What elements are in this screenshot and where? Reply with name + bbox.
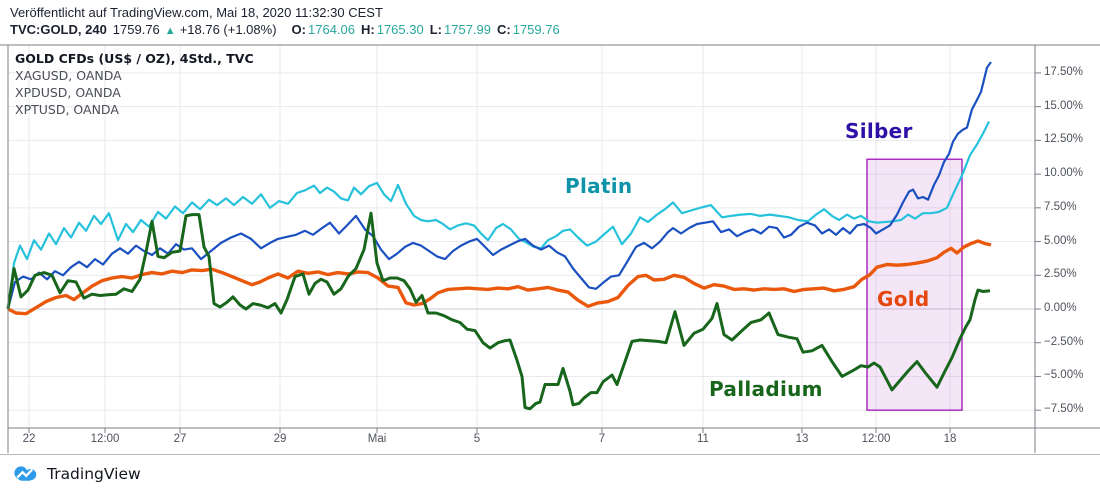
- price-axis-label: −5.00%: [1044, 369, 1084, 382]
- time-axis-label: 12:00: [861, 433, 891, 445]
- price-axis-label: 10.00%: [1044, 167, 1084, 180]
- legend-item-xptusd[interactable]: XPTUSD, OANDA: [15, 102, 119, 117]
- series-label-silber: Silber: [845, 119, 913, 143]
- price-axis-label: −7.50%: [1044, 403, 1084, 416]
- series-label-platin: Platin: [565, 174, 633, 198]
- high-label: H:: [361, 22, 375, 37]
- low-label: L:: [429, 22, 442, 37]
- tradingview-logo-icon[interactable]: [12, 464, 39, 483]
- up-arrow-icon: ▲: [164, 25, 176, 37]
- price-change: +18.76 (+1.08%): [179, 22, 277, 37]
- open-value: 1764.06: [308, 22, 355, 37]
- time-axis-label: 27: [173, 433, 187, 445]
- high-value: 1765.30: [376, 22, 424, 37]
- legend-item-xpdusd[interactable]: XPDUSD, OANDA: [15, 85, 121, 100]
- time-axis-label: 18: [943, 433, 957, 445]
- time-axis-label: Mai: [367, 433, 387, 445]
- price-axis-label: 2.50%: [1044, 268, 1077, 281]
- price-axis-label: 12.50%: [1044, 133, 1084, 146]
- series-line-palladium: [6, 211, 991, 411]
- time-axis-label: 13: [795, 433, 809, 445]
- tradingview-wordmark[interactable]: TradingView: [47, 464, 141, 483]
- chart-legend: GOLD CFDs (US$ / OZ), 4Std., TVC XAGUSD,…: [15, 50, 254, 118]
- series-line-silber: [6, 61, 992, 310]
- time-axis-label: 29: [273, 433, 287, 445]
- price-axis-label: 17.50%: [1044, 65, 1084, 78]
- symbol-name: TVC:GOLD, 240: [10, 22, 107, 37]
- price-axis-label: 0.00%: [1044, 302, 1077, 314]
- footer: TradingView: [0, 454, 1100, 492]
- published-line: Veröffentlicht auf TradingView.com, Mai …: [10, 5, 383, 20]
- close-label: C:: [497, 22, 511, 37]
- price-axis-label: −2.50%: [1044, 335, 1084, 348]
- series-label-palladium: Palladium: [709, 377, 823, 401]
- last-price: 1759.76: [112, 22, 160, 37]
- symbol-ohlc-line: TVC:GOLD, 240 1759.76 ▲ +18.76 (+1.08%) O: 17…: [10, 22, 560, 37]
- time-axis-label: 22: [22, 433, 36, 445]
- low-value: 1757.99: [444, 22, 491, 37]
- legend-item-xagusd[interactable]: XAGUSD, OANDA: [15, 68, 122, 83]
- price-axis-label: 7.50%: [1044, 200, 1077, 213]
- price-axis-label: 15.00%: [1044, 99, 1084, 112]
- series-line-gold: [7, 239, 992, 316]
- time-axis-label: 12:00: [90, 433, 120, 445]
- price-axis-label: 5.00%: [1044, 234, 1077, 247]
- time-axis-label: 5: [473, 433, 481, 445]
- time-axis-label: 7: [598, 433, 606, 445]
- open-label: O:: [291, 22, 306, 37]
- series-label-gold: Gold: [877, 287, 930, 311]
- close-value: 1759.76: [512, 22, 560, 37]
- legend-main-symbol[interactable]: GOLD CFDs (US$ / OZ), 4Std., TVC: [15, 51, 254, 66]
- series-line-platin: [6, 121, 990, 310]
- time-axis-label: 11: [697, 433, 709, 445]
